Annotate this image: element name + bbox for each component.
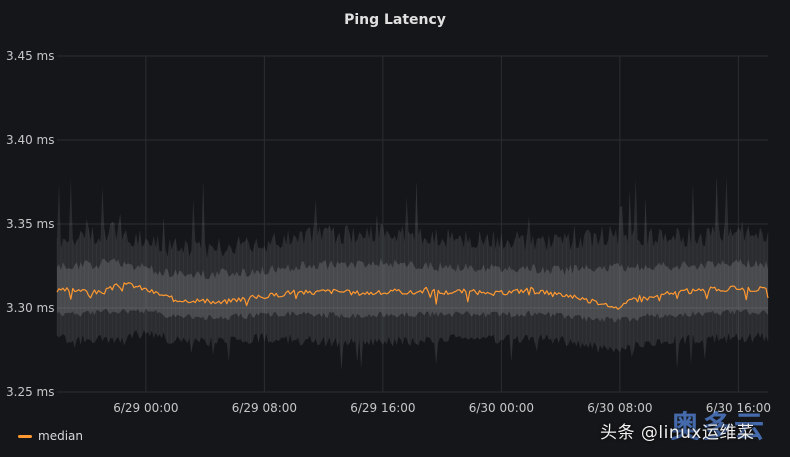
logo-watermark: 奥多云 bbox=[670, 410, 766, 445]
legend-label-median: median bbox=[38, 429, 83, 443]
series-line-median bbox=[56, 282, 769, 310]
grid bbox=[57, 55, 768, 393]
x-tick-label: 6/30 16:00 bbox=[706, 401, 771, 415]
y-tick-label: 3.40 ms bbox=[6, 133, 54, 147]
series-layer bbox=[56, 282, 769, 310]
source-watermark: 头条 @linux运维菜 bbox=[600, 423, 755, 443]
x-tick-label: 6/29 08:00 bbox=[232, 401, 297, 415]
x-tick-label: 6/29 16:00 bbox=[350, 401, 415, 415]
y-tick-label: 3.25 ms bbox=[6, 385, 54, 399]
band-inner bbox=[57, 257, 768, 323]
distribution-band bbox=[56, 175, 769, 370]
band-outer bbox=[57, 175, 768, 369]
y-tick-label: 3.45 ms bbox=[6, 49, 54, 63]
x-tick-label: 6/29 00:00 bbox=[113, 401, 178, 415]
legend-swatch-median bbox=[18, 434, 32, 438]
y-tick-label: 3.35 ms bbox=[6, 217, 54, 231]
x-tick-label: 6/30 00:00 bbox=[469, 401, 534, 415]
x-tick-label: 6/30 08:00 bbox=[587, 401, 652, 415]
legend[interactable]: median bbox=[18, 429, 83, 443]
y-tick-label: 3.30 ms bbox=[6, 301, 54, 315]
chart-title: Ping Latency bbox=[344, 12, 446, 28]
axes: 3.45 ms 3.40 ms 3.35 ms 3.30 ms 3.25 ms 6/29 … bbox=[6, 49, 771, 415]
